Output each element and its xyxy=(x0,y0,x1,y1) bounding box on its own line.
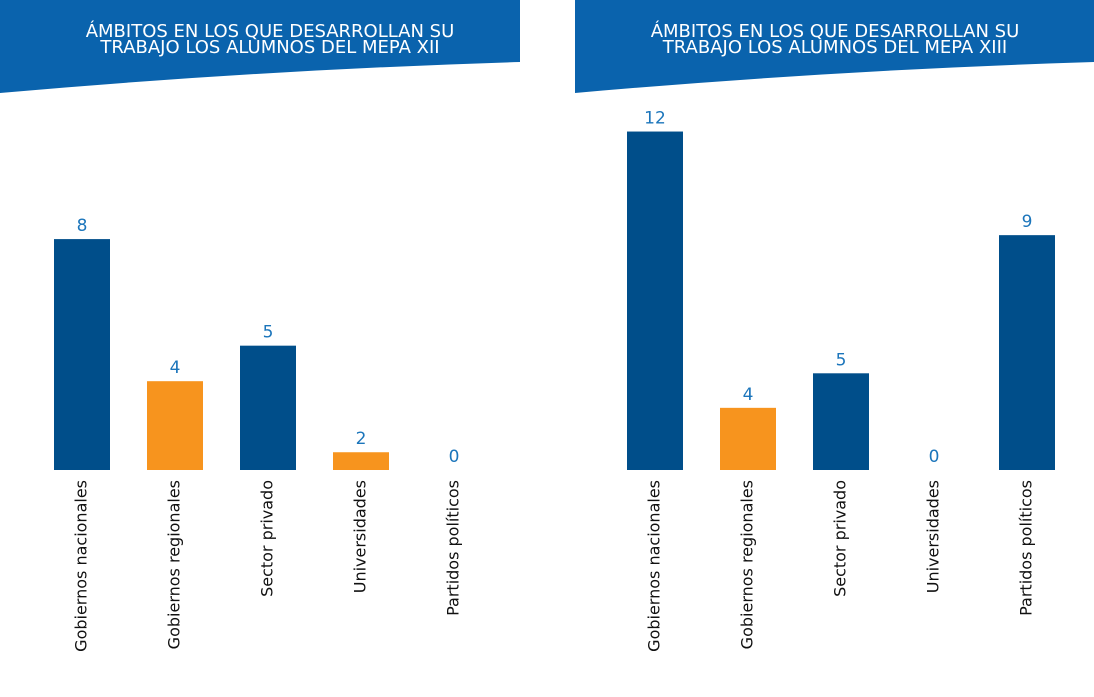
bar xyxy=(240,345,296,470)
x-tick-label: Sector privado xyxy=(258,480,277,597)
chart-title: ÁMBITOS EN LOS QUE DESARROLLAN SU TRABAJ… xyxy=(85,21,455,58)
x-tick-label: Partidos políticos xyxy=(444,480,463,616)
title-banner xyxy=(0,0,520,93)
x-tick-label: Gobiernos nacionales xyxy=(645,480,664,652)
value-label: 5 xyxy=(263,323,274,343)
bar xyxy=(147,381,203,470)
value-label: 8 xyxy=(77,216,88,236)
x-tick-label: Universidades xyxy=(351,480,370,593)
bar xyxy=(813,373,869,470)
value-label: 4 xyxy=(743,385,754,405)
bar xyxy=(627,131,683,470)
x-tick-label: Gobiernos regionales xyxy=(738,480,757,649)
bar xyxy=(333,452,389,470)
value-label: 0 xyxy=(929,447,940,467)
x-tick-label: Gobiernos nacionales xyxy=(72,480,91,652)
bar xyxy=(999,235,1055,470)
x-tick-label: Sector privado xyxy=(831,480,850,597)
value-label: 12 xyxy=(644,109,666,129)
value-label: 9 xyxy=(1022,212,1033,232)
value-label: 4 xyxy=(170,358,181,378)
value-label: 2 xyxy=(356,429,367,449)
title-banner xyxy=(575,0,1094,93)
value-label: 5 xyxy=(836,350,847,370)
x-tick-label: Gobiernos regionales xyxy=(165,480,184,649)
bar xyxy=(54,239,110,470)
x-tick-label: Partidos políticos xyxy=(1017,480,1036,616)
bar xyxy=(720,407,776,470)
value-label: 0 xyxy=(449,447,460,467)
chart-title: ÁMBITOS EN LOS QUE DESARROLLAN SU TRABAJ… xyxy=(650,21,1020,58)
x-tick-label: Universidades xyxy=(924,480,943,593)
